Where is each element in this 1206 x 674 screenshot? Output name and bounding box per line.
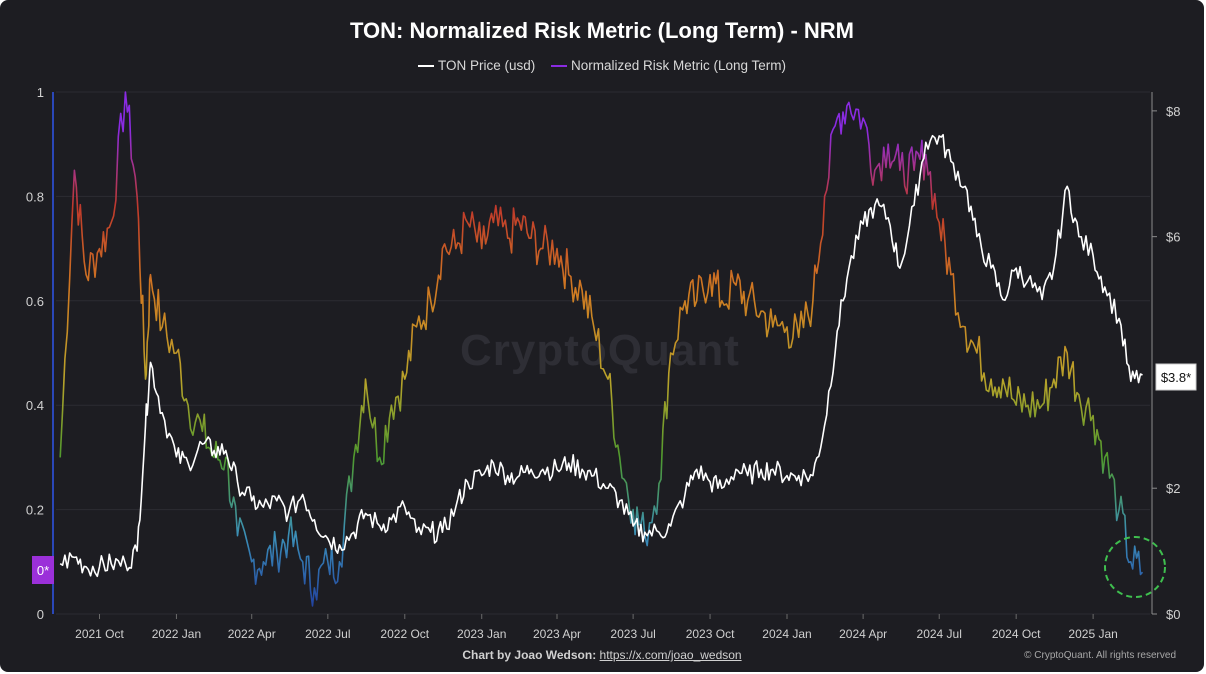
- chart-credit: Chart by Joao Wedson: https://x.com/joao…: [0, 648, 1204, 662]
- left-tick-label: 0: [37, 607, 44, 622]
- x-tick-label: 2022 Jan: [152, 627, 201, 641]
- highlight-circle: [1104, 536, 1166, 598]
- x-tick-label: 2024 Apr: [839, 627, 887, 641]
- right-value-badge-text: $3.8*: [1161, 370, 1191, 385]
- right-tick-label: $6: [1166, 230, 1180, 245]
- left-tick-label: 0.8: [26, 189, 44, 204]
- x-tick-label: 2023 Jan: [457, 627, 506, 641]
- x-tick-label: 2023 Jul: [610, 627, 655, 641]
- legend-label-risk: Normalized Risk Metric (Long Term): [570, 58, 787, 73]
- x-tick-label: 2023 Oct: [686, 627, 735, 641]
- copyright-text: © CryptoQuant. All rights reserved: [1024, 650, 1176, 661]
- legend-swatch-price: [417, 65, 434, 68]
- x-axis: 2021 Oct 2022 Jan 2022 Apr 2022 Jul 2022 Oct…: [75, 614, 1118, 641]
- left-axis: 0 0.2 0.4 0.6 0.8 1: [26, 85, 44, 622]
- chart-legend: TON Price (usd) Normalized Risk Metric (…: [0, 58, 1204, 73]
- x-tick-label: 2024 Jul: [917, 627, 962, 641]
- right-tick-label: $0: [1166, 607, 1180, 622]
- x-tick-label: 2021 Oct: [75, 627, 124, 641]
- left-tick-label: 0.6: [26, 294, 44, 309]
- x-tick-label: 2022 Oct: [380, 627, 429, 641]
- x-tick-label: 2025 Jan: [1068, 627, 1117, 641]
- credit-prefix: Chart by Joao Wedson:: [462, 648, 597, 662]
- credit-link[interactable]: https://x.com/joao_wedson: [599, 648, 742, 662]
- x-tick-label: 2023 Apr: [533, 627, 581, 641]
- x-tick-label: 2022 Apr: [228, 627, 276, 641]
- left-tick-label: 0.4: [26, 398, 44, 413]
- x-tick-label: 2022 Jul: [305, 627, 350, 641]
- right-tick-label: $8: [1166, 104, 1180, 119]
- legend-item-price[interactable]: TON Price (usd): [417, 58, 536, 73]
- grid-lines: [56, 91, 1150, 615]
- ton-price-series-line: [59, 133, 1143, 578]
- chart-title: TON: Normalized Risk Metric (Long Term) …: [349, 18, 854, 43]
- left-tick-label: 1: [37, 85, 44, 100]
- x-tick-label: 2024 Oct: [992, 627, 1041, 641]
- right-axis: $0 $2 $6 $8: [1152, 104, 1180, 622]
- x-tick-label: 2024 Jan: [762, 627, 811, 641]
- left-value-badge: 0*: [32, 556, 54, 584]
- right-tick-label: $2: [1166, 481, 1180, 496]
- left-tick-label: 0.2: [26, 503, 44, 518]
- risk-metric-series-line: [59, 91, 1144, 607]
- legend-label-price: TON Price (usd): [437, 58, 536, 73]
- right-value-badge: $3.8*: [1155, 363, 1197, 391]
- left-value-badge-text: 0*: [37, 563, 49, 578]
- legend-swatch-risk: [550, 65, 567, 68]
- legend-item-risk[interactable]: Normalized Risk Metric (Long Term): [550, 58, 787, 73]
